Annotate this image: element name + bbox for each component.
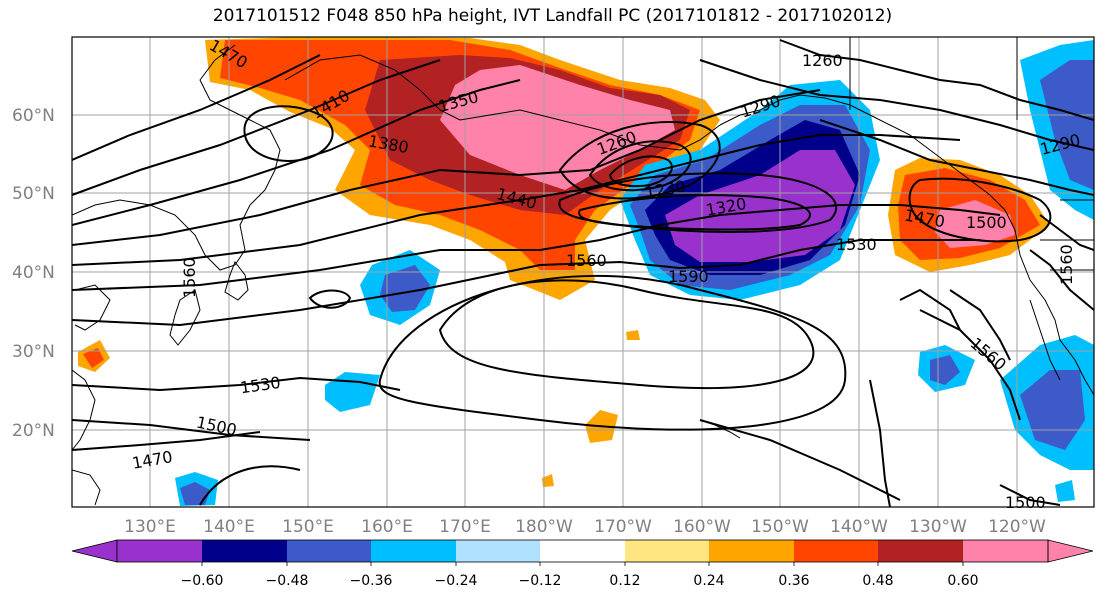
contour-label: 1530 [836, 235, 877, 254]
colorbar-tick-label: −0.60 [181, 573, 224, 589]
contour-label: 1560 [566, 251, 607, 270]
contour-label: 1590 [668, 267, 709, 286]
lon-label: 180°W [515, 517, 573, 537]
colorbar-tick-label: 0.36 [778, 573, 809, 589]
lon-label: 140°E [203, 517, 255, 537]
height-contours [72, 39, 1094, 507]
lon-label: 170°W [594, 517, 652, 537]
latitude-labels: 60°N 50°N 40°N 30°N 20°N [12, 106, 55, 441]
colorbar-tick-label: 0.24 [693, 573, 724, 589]
lat-label: 40°N [12, 263, 55, 283]
contour-label: 1500 [1005, 493, 1046, 512]
colorbar-tick-label: −0.48 [266, 573, 309, 589]
colorbar-extend-low [71, 539, 118, 563]
colorbar-tick-label: −0.12 [519, 573, 562, 589]
colorbar-segment [371, 540, 456, 562]
plot-frame [71, 36, 1095, 508]
anomaly-region-positive [83, 348, 104, 368]
contour-label: 1530 [239, 373, 282, 397]
colorbar-tick-label: 0.12 [609, 573, 640, 589]
colorbar-segment [709, 540, 794, 562]
lon-label: 120°W [988, 517, 1046, 537]
contour-label: 1560 [180, 257, 199, 298]
colorbar-segment [202, 540, 287, 562]
lat-label: 60°N [12, 106, 55, 126]
anomaly-region-positive [542, 474, 554, 487]
colorbar-segment [540, 540, 625, 562]
anomaly-region-negative [380, 265, 430, 312]
longitude-labels: 130°E 140°E 150°E 160°E 170°E 180°W 170°… [124, 517, 1046, 537]
colorbar-frame [116, 539, 1049, 563]
contour-label: 1470 [131, 447, 174, 473]
lat-label: 50°N [12, 184, 55, 204]
lon-label: 130°W [909, 517, 967, 537]
anomaly-region-negative [1040, 60, 1094, 190]
colorbar-segment [963, 540, 1048, 562]
map-title: 2017101512 F048 850 hPa height, IVT Land… [212, 6, 893, 26]
anomaly-region-negative [665, 150, 855, 262]
contour-label: 1560 [966, 334, 1009, 375]
lon-label: 160°E [361, 517, 413, 537]
colorbar-tick-label: −0.24 [435, 573, 478, 589]
contour-label: 1500 [195, 413, 239, 440]
coastlines [72, 37, 1094, 506]
lat-label: 30°N [12, 342, 55, 362]
lon-label: 150°W [751, 517, 809, 537]
colorbar-tick-label: 0.48 [862, 573, 893, 589]
anomaly-region-positive [626, 330, 640, 340]
anomaly-region-negative [1055, 480, 1075, 502]
lon-label: 130°E [124, 517, 176, 537]
colorbar-segment [287, 540, 371, 562]
contour-label: 1500 [966, 213, 1007, 232]
lon-label: 170°E [439, 517, 491, 537]
contour-label: 1560 [1057, 244, 1076, 285]
colorbar-segment [625, 540, 709, 562]
colorbar: −0.60 −0.48 −0.36 −0.24 −0.12 0.12 0.24 … [71, 539, 1094, 589]
anomaly-region-negative [325, 372, 380, 412]
colorbar-segment [117, 540, 202, 562]
colorbar-extend-high [1047, 539, 1094, 563]
colorbar-segment [878, 540, 963, 562]
lon-label: 140°W [830, 517, 888, 537]
colorbar-tick-label: −0.36 [350, 573, 393, 589]
contour-label: 1260 [802, 51, 843, 70]
colorbar-tick-label: 0.60 [947, 573, 978, 589]
lon-label: 160°W [673, 517, 731, 537]
colorbar-segment [456, 540, 540, 562]
lon-label: 150°E [282, 517, 334, 537]
colorbar-segment [794, 540, 878, 562]
lat-label: 20°N [12, 421, 55, 441]
